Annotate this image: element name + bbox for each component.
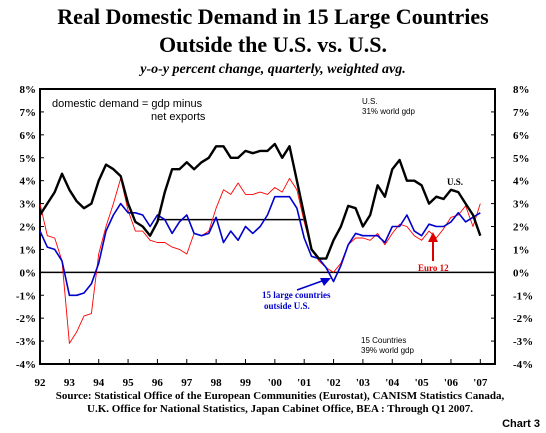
y-tick-label-right: 5% xyxy=(513,153,530,165)
y-tick-label-left: -3% xyxy=(16,336,36,348)
x-tick-label: '06 xyxy=(444,377,459,389)
euro-arrow-head xyxy=(428,232,438,242)
us-series-line xyxy=(38,142,482,260)
y-tick-label-right: 3% xyxy=(513,199,530,211)
chart-subtitle: y-o-y percent change, quarterly, weighte… xyxy=(140,62,406,77)
x-tick-label: 96 xyxy=(152,377,164,389)
y-tick-label-left: 0% xyxy=(20,267,37,279)
x-tick-label: '04 xyxy=(385,377,400,389)
x-tick-label: 99 xyxy=(240,377,252,389)
chart-title-line2: Outside the U.S. vs. U.S. xyxy=(159,32,387,57)
x-tick-label: 92 xyxy=(35,377,47,389)
us-series-label: U.S. xyxy=(447,177,463,187)
y-tick-label-left: -1% xyxy=(16,290,36,302)
countries-series-label-line2: outside U.S. xyxy=(264,301,310,311)
y-tick-label-left: 8% xyxy=(20,84,37,96)
euro-series-label: Euro 12 xyxy=(418,263,449,273)
x-tick-label: 95 xyxy=(123,377,135,389)
y-tick-label-left: 3% xyxy=(20,199,37,211)
x-tick-label: 93 xyxy=(64,377,76,389)
x-tick-label: '01 xyxy=(297,377,311,389)
y-tick-label-right: 7% xyxy=(513,107,530,119)
y-tick-label-right: 2% xyxy=(513,222,530,234)
y-tick-label-left: 4% xyxy=(20,176,37,188)
x-tick-label: '03 xyxy=(356,377,371,389)
source-note-line1: Source: Statistical Office of the Europe… xyxy=(55,390,505,402)
euro-series-line xyxy=(39,177,481,344)
x-tick-label: 94 xyxy=(93,377,105,389)
countries-arrow-shaft xyxy=(296,280,323,291)
x-tick-label: '00 xyxy=(268,377,283,389)
x-tick-label: 98 xyxy=(211,377,223,389)
y-tick-label-left: 1% xyxy=(20,244,37,256)
chart-title-line1: Real Domestic Demand in 15 Large Countri… xyxy=(57,4,489,29)
y-tick-label-right: 0% xyxy=(513,267,530,279)
x-tick-label: '07 xyxy=(473,377,488,389)
us-weight-annotation-line2: 31% world gdp xyxy=(362,107,415,116)
y-tick-label-right: -4% xyxy=(513,359,533,371)
y-tick-label-left: 7% xyxy=(20,107,37,119)
y-tick-label-right: -3% xyxy=(513,336,533,348)
y-tick-label-left: 6% xyxy=(20,130,37,142)
y-tick-label-right: 1% xyxy=(513,244,530,256)
source-note-line2: U.K. Office for National Statistics, Jap… xyxy=(87,403,473,415)
x-tick-label: 97 xyxy=(181,377,193,389)
y-tick-label-left: 2% xyxy=(20,222,37,234)
us-weight-annotation-line1: U.S. xyxy=(362,97,378,106)
countries-weight-annotation-line2: 39% world gdp xyxy=(361,346,414,355)
y-tick-label-right: 6% xyxy=(513,130,530,142)
countries-series-line xyxy=(39,195,481,297)
countries-series-label-line1: 15 large countries xyxy=(262,290,331,300)
y-tick-label-right: 4% xyxy=(513,176,530,188)
chart-number-label: Chart 3 xyxy=(502,418,540,430)
countries-arrow-head xyxy=(320,278,331,286)
y-tick-label-left: -2% xyxy=(16,313,36,325)
definition-annotation-line2: net exports xyxy=(151,111,206,123)
definition-annotation-line1: domestic demand = gdp minus xyxy=(52,98,203,110)
x-tick-label: '05 xyxy=(415,377,430,389)
y-tick-label-right: 8% xyxy=(513,84,530,96)
y-tick-label-right: -1% xyxy=(513,290,533,302)
countries-weight-annotation-line1: 15 Countries xyxy=(361,336,406,345)
y-tick-label-left: -4% xyxy=(16,359,36,371)
x-tick-label: '02 xyxy=(327,377,342,389)
y-tick-label-left: 5% xyxy=(20,153,37,165)
y-tick-label-right: -2% xyxy=(513,313,533,325)
